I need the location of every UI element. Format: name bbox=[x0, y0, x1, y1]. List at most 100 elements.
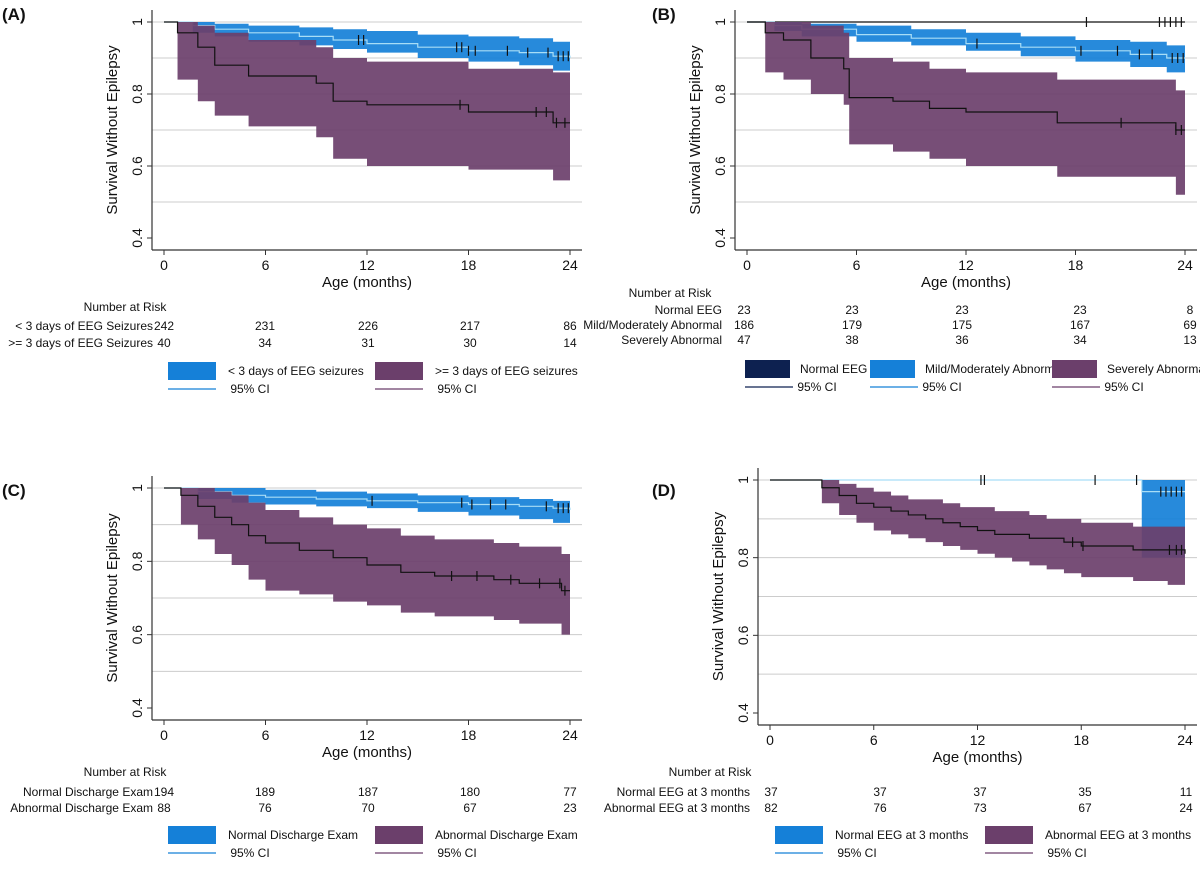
survival-line bbox=[164, 21, 570, 124]
risk-count: 242 bbox=[154, 319, 174, 333]
ci-band bbox=[164, 488, 570, 529]
survival-line bbox=[164, 487, 571, 510]
x-axis-title: Age (months) bbox=[322, 744, 412, 761]
risk-row-label: Normal EEG at 3 months bbox=[617, 785, 750, 799]
risk-count: 226 bbox=[358, 319, 378, 333]
y-tick-label: 1 bbox=[129, 18, 145, 26]
risk-count: 34 bbox=[258, 336, 272, 350]
legend-swatch bbox=[375, 826, 423, 844]
risk-table-title: Number at Risk bbox=[629, 286, 713, 300]
risk-count: 186 bbox=[734, 318, 754, 332]
risk-count: 24 bbox=[1179, 801, 1193, 815]
y-tick-label: 0.6 bbox=[129, 625, 145, 645]
legend-swatch bbox=[870, 360, 915, 378]
risk-count: 67 bbox=[1078, 801, 1092, 815]
y-axis-title: Survival Without Epilepsy bbox=[104, 513, 121, 683]
x-tick-label: 0 bbox=[743, 257, 751, 273]
risk-count: 37 bbox=[873, 785, 887, 799]
risk-count: 76 bbox=[258, 801, 272, 815]
panel-label: (A) bbox=[2, 5, 26, 24]
risk-count: 23 bbox=[1073, 303, 1087, 317]
survival-line bbox=[770, 479, 1185, 493]
risk-count: 76 bbox=[873, 801, 887, 815]
panel-b: (B) 0.4 0.6 0.8 1 0 6 12 18 24 Survival Without Ep… bbox=[583, 5, 1200, 394]
y-tick-label: 1 bbox=[712, 18, 728, 26]
ci-band bbox=[747, 22, 1185, 76]
legend-label: Severely Abnormal bbox=[1107, 362, 1200, 376]
y-tick-label: 0.4 bbox=[129, 698, 145, 718]
y-tick-label: 1 bbox=[129, 484, 145, 492]
risk-table-title: Number at Risk bbox=[84, 765, 168, 779]
risk-count: 40 bbox=[157, 336, 171, 350]
legend-label: Mild/Moderately Abnormal bbox=[925, 362, 1064, 376]
risk-count: 77 bbox=[563, 785, 577, 799]
risk-count: 23 bbox=[737, 303, 751, 317]
survival-line bbox=[164, 487, 570, 592]
legend-label: 95% CI bbox=[797, 380, 836, 394]
risk-count: 11 bbox=[1180, 785, 1193, 799]
x-tick-label: 18 bbox=[461, 727, 477, 743]
risk-row-label: Mild/Moderately Abnormal bbox=[583, 318, 722, 332]
risk-table-title: Number at Risk bbox=[84, 300, 168, 314]
survival-line bbox=[770, 479, 1186, 554]
risk-count: 67 bbox=[463, 801, 477, 815]
legend-label: Normal EEG bbox=[800, 362, 867, 376]
panel-label: (C) bbox=[2, 481, 26, 500]
legend-label: 95% CI bbox=[922, 380, 961, 394]
x-tick-label: 0 bbox=[766, 732, 774, 748]
x-axis-title: Age (months) bbox=[322, 274, 412, 291]
y-tick-label: 1 bbox=[735, 476, 751, 484]
risk-row-label: Abnormal EEG at 3 months bbox=[604, 801, 750, 815]
legend-label: 95% CI bbox=[230, 846, 269, 860]
risk-count: 167 bbox=[1070, 318, 1090, 332]
y-tick-label: 0.6 bbox=[129, 156, 145, 176]
x-tick-label: 24 bbox=[1177, 257, 1193, 273]
panel-d: (D) 0.4 0.6 0.8 1 0 6 12 18 24 Survival Without Ep… bbox=[604, 468, 1197, 860]
panel-a: (A) 0.4 0.6 0.8 1 0 6 12 18 24 Survival Without Ep… bbox=[2, 5, 582, 396]
risk-count: 14 bbox=[563, 336, 577, 350]
y-tick-label: 0.8 bbox=[735, 548, 751, 568]
risk-count: 187 bbox=[358, 785, 378, 799]
legend-label: 95% CI bbox=[230, 382, 269, 396]
legend-swatch bbox=[775, 826, 823, 844]
legend-swatch bbox=[375, 362, 423, 380]
risk-count: 36 bbox=[955, 333, 969, 347]
x-tick-label: 18 bbox=[461, 257, 477, 273]
legend-label: Abnormal EEG at 3 months bbox=[1045, 828, 1191, 842]
x-axis-title: Age (months) bbox=[932, 749, 1022, 766]
risk-count: 217 bbox=[460, 319, 480, 333]
y-tick-label: 0.8 bbox=[129, 84, 145, 104]
risk-count: 70 bbox=[361, 801, 375, 815]
x-tick-label: 24 bbox=[1177, 732, 1193, 748]
risk-count: 179 bbox=[842, 318, 862, 332]
risk-row-label: >= 3 days of EEG Seizures bbox=[8, 336, 153, 350]
risk-count: 30 bbox=[463, 336, 477, 350]
x-tick-label: 6 bbox=[262, 727, 270, 743]
y-tick-label: 0.8 bbox=[712, 84, 728, 104]
risk-count: 194 bbox=[154, 785, 174, 799]
risk-count: 73 bbox=[973, 801, 987, 815]
risk-count: 23 bbox=[563, 801, 577, 815]
x-tick-label: 12 bbox=[970, 732, 986, 748]
x-tick-label: 6 bbox=[853, 257, 861, 273]
risk-count: 86 bbox=[563, 319, 577, 333]
legend-swatch bbox=[985, 826, 1033, 844]
legend-label: 95% CI bbox=[837, 846, 876, 860]
risk-count: 38 bbox=[845, 333, 859, 347]
panel-label: (B) bbox=[652, 5, 676, 24]
x-tick-label: 24 bbox=[562, 727, 578, 743]
y-axis-title: Survival Without Epilepsy bbox=[710, 511, 727, 681]
x-tick-label: 12 bbox=[359, 257, 375, 273]
legend-label: 95% CI bbox=[1047, 846, 1086, 860]
ci-band bbox=[164, 22, 570, 80]
risk-count: 35 bbox=[1078, 785, 1092, 799]
legend-label: Abnormal Discharge Exam bbox=[435, 828, 578, 842]
ci-band bbox=[770, 480, 1185, 597]
risk-row-label: Severely Abnormal bbox=[621, 333, 722, 347]
risk-row-label: < 3 days of EEG Seizures bbox=[15, 319, 153, 333]
y-tick-label: 0.4 bbox=[129, 228, 145, 248]
risk-row-label: Normal EEG bbox=[655, 303, 722, 317]
risk-count: 88 bbox=[157, 801, 171, 815]
risk-count: 34 bbox=[1073, 333, 1087, 347]
risk-row-label: Normal Discharge Exam bbox=[23, 785, 153, 799]
